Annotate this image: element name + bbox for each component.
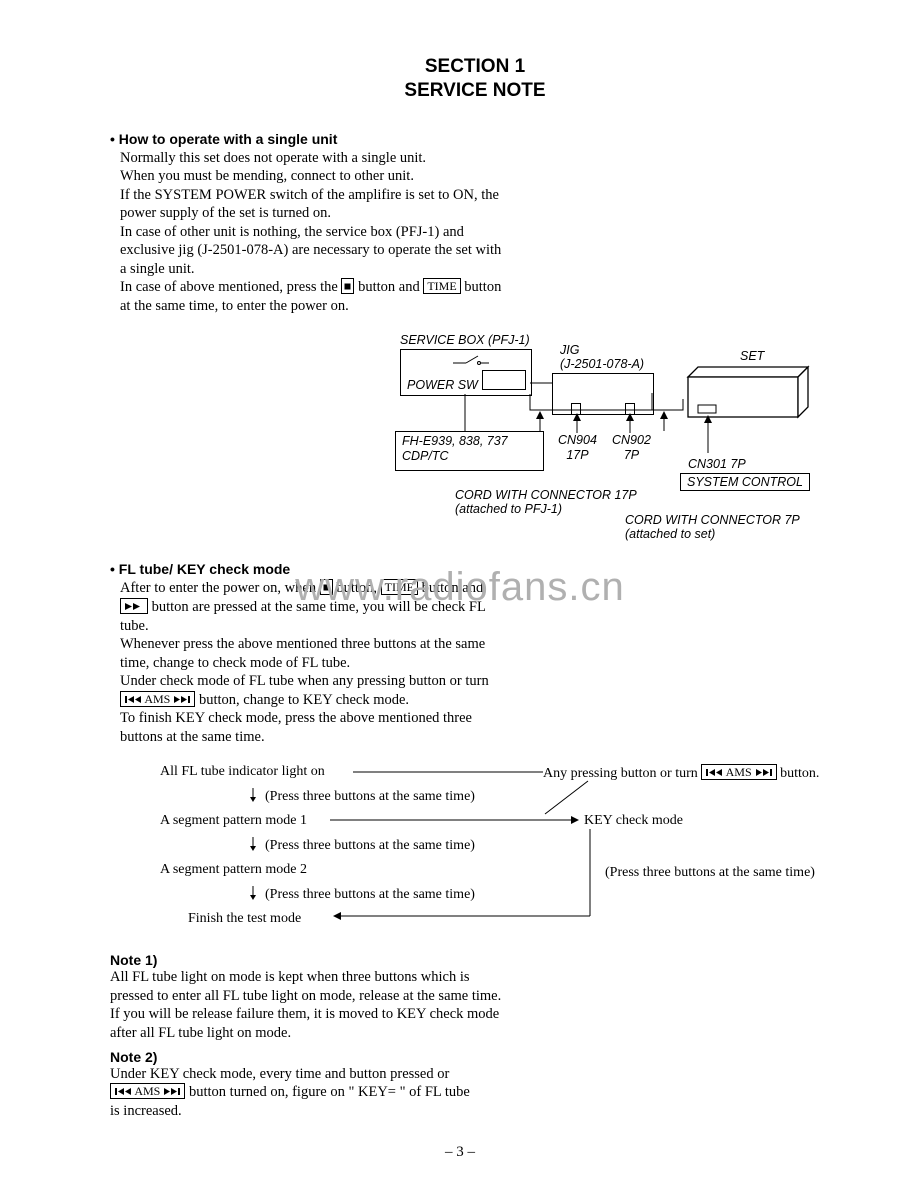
note1-head: Note 1) [110,952,840,968]
stop-icon [320,579,333,595]
lbl-cn904: CN90417P [558,433,597,462]
t1-p4c: a single unit. [120,260,840,279]
section-line2: SERVICE NOTE [404,80,545,101]
section-header: SECTION 1 SERVICE NOTE [110,55,840,103]
time-button: TIME [381,579,418,595]
note1-body: All FL tube light on mode is kept when t… [110,968,840,1042]
note2-head: Note 2) [110,1049,840,1065]
t1-p5-pre: In case of above mentioned, press the [120,279,341,295]
time-button: TIME [423,278,460,294]
note2-body: Under KEY check mode, every time and but… [110,1065,840,1121]
t1-p4b: exclusive jig (J-2501-078-A) are necessa… [120,241,840,260]
ams-button: AMS [120,691,195,707]
topic1-heading: • How to operate with a single unit [110,131,840,147]
lbl-cn902: CN9027P [612,433,651,462]
connection-diagram: SERVICE BOX (PFJ-1) POWER SW JIG (J-2501… [290,333,920,553]
lbl-cn301: CN301 7P [688,457,746,471]
topic1-body: Normally this set does not operate with … [110,149,840,316]
lbl-cord17b: (attached to PFJ-1) [455,502,562,516]
t1-p5-post: button [461,279,502,295]
t1-p3b: power supply of the set is turned on. [120,204,840,223]
stop-icon [341,278,354,294]
t2-l5: Under check mode of FL tube when any pre… [120,672,840,691]
lbl-cord17: CORD WITH CONNECTOR 17P [455,488,637,502]
page-number: – 3 – [0,1144,920,1161]
notes: Note 1) All FL tube light on mode is kep… [110,952,840,1120]
t2-l7b: buttons at the same time. [120,728,840,747]
topic2-heading: • FL tube/ KEY check mode [110,561,840,577]
ams-button: AMS [110,1083,185,1099]
t2-l2: button are pressed at the same time, you… [120,598,840,617]
page: www.radiofans.cn SECTION 1 SERVICE NOTE … [0,0,920,1191]
t2-l6: AMS button, change to KEY check mode. [120,691,840,710]
t1-p5-mid: button and [354,279,423,295]
t2-l4: Whenever press the above mentioned three… [120,635,840,654]
lbl-cord7b: (attached to set) [625,527,715,541]
t1-p4: In case of other unit is nothing, the se… [120,223,840,242]
lbl-sys-ctrl: SYSTEM CONTROL [680,473,810,491]
t1-p5: In case of above mentioned, press the bu… [120,278,840,297]
note2-l2: AMS button turned on, figure on " KEY= "… [110,1083,840,1102]
topic2-body: After to enter the power on, when button… [110,579,840,746]
t1-p6: at the same time, to enter the power on. [120,297,840,316]
diagram-lines [290,333,920,553]
lbl-cord7: CORD WITH CONNECTOR 7P [625,513,800,527]
t2-l1: After to enter the power on, when button… [120,579,840,598]
section-line1: SECTION 1 [425,56,525,77]
flow-lines [150,764,880,934]
ffwd-icon [120,598,148,614]
t2-l3: tube. [120,617,840,636]
t2-l7: To finish KEY check mode, press the abov… [120,709,840,728]
t2-l4b: time, change to check mode of FL tube. [120,654,840,673]
flowchart: All FL tube indicator light on (Press th… [150,764,880,934]
t1-p2: When you must be mending, connect to oth… [120,167,840,186]
t1-p1: Normally this set does not operate with … [120,149,840,168]
t1-p3: If the SYSTEM POWER switch of the amplif… [120,186,840,205]
